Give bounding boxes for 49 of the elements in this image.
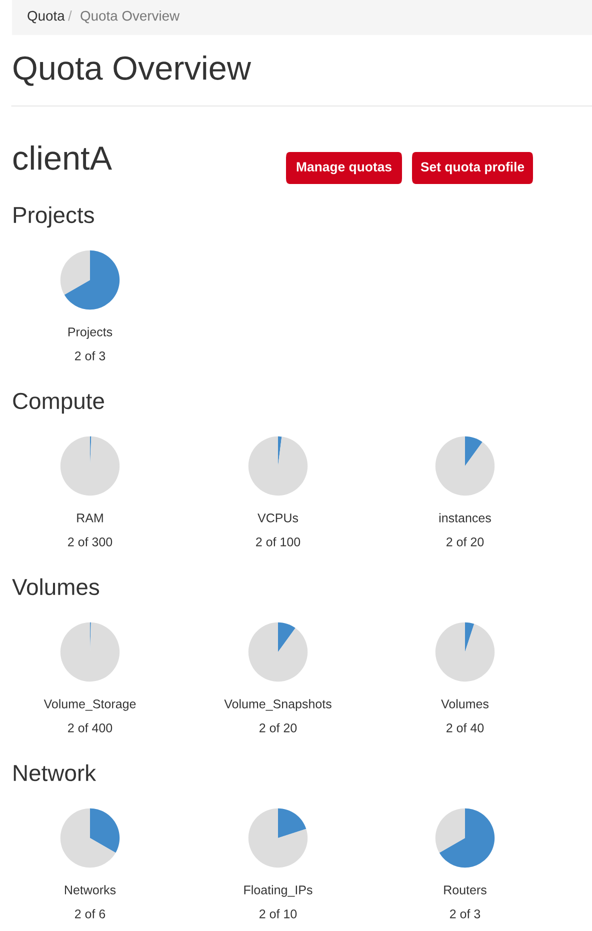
pie-slice (60, 250, 90, 295)
text: 2 of 100 (256, 537, 300, 546)
pie-slice (435, 808, 465, 853)
text: Floating_IPs (244, 885, 312, 897)
pie-slice (278, 808, 306, 838)
pie-slice (435, 622, 495, 682)
text: 2 of 3 (74, 351, 106, 360)
pie-slice (60, 436, 120, 496)
pie-slice (278, 622, 296, 652)
text: RAM (77, 514, 103, 522)
text: Volume_Snapshots (224, 699, 332, 711)
pie-slice (64, 250, 120, 310)
pie-slice (248, 808, 308, 868)
pie-slice (278, 436, 282, 466)
text: VCPUs (258, 514, 298, 522)
text: 2 of 400 (68, 723, 112, 732)
text: / (68, 10, 72, 21)
text: 2 of 300 (68, 537, 112, 546)
text: Manage quotas (296, 162, 392, 174)
pie-slice (60, 808, 116, 868)
text: 2 of 20 (260, 723, 297, 732)
text: Networks (64, 885, 116, 894)
pie-slice (90, 808, 120, 853)
text: 2 of 10 (260, 909, 297, 918)
text: 2 of 6 (74, 909, 106, 918)
pie-slice (465, 622, 474, 652)
text: Quota Overview (14, 55, 252, 86)
text: Compute (13, 392, 104, 414)
text: Network (14, 764, 96, 782)
text: clientA (13, 145, 112, 170)
text: Routers (444, 886, 486, 894)
text: Quota Overview (80, 10, 180, 24)
text: 2 of 20 (446, 537, 484, 546)
text: 2 of 40 (446, 723, 484, 732)
pie-slice (435, 436, 495, 496)
text: Projects (68, 327, 112, 339)
pie-slice (248, 436, 308, 496)
text: Set quota profile (420, 162, 524, 174)
pie-slice (465, 436, 482, 466)
text: Projects (14, 206, 94, 228)
pie-slice (439, 808, 495, 868)
text: Quota (28, 10, 65, 24)
text: Volumes (441, 699, 489, 708)
text: instances (439, 513, 491, 522)
text: Volume_Storage (44, 699, 136, 711)
text: 2 of 3 (450, 909, 480, 918)
pie-slice (60, 622, 120, 682)
text: Volumes (12, 578, 100, 596)
pie-slice (248, 622, 308, 682)
